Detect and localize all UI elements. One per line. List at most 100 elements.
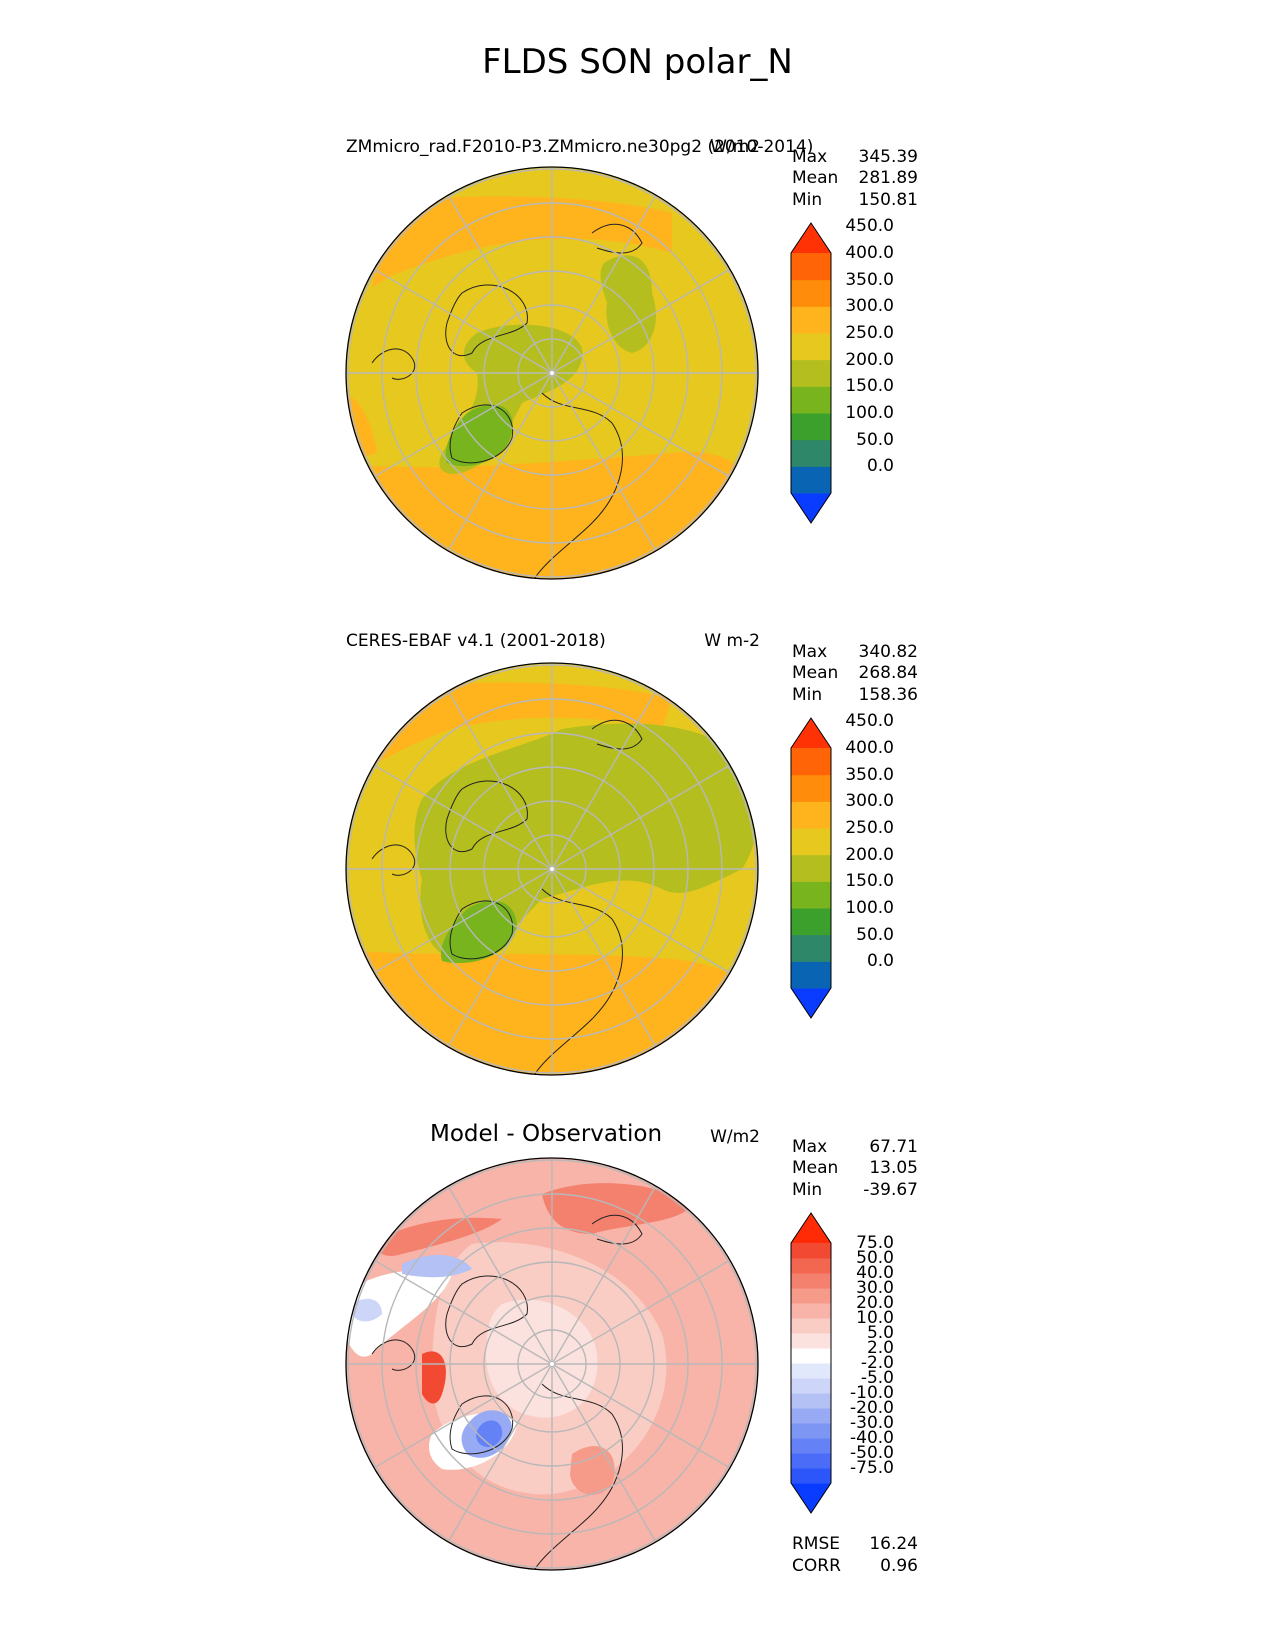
panel-3-corr-value: 0.96 xyxy=(880,1556,918,1576)
map-1-coastline xyxy=(445,284,528,357)
colorbar-outline xyxy=(790,222,832,524)
colorbar-segment xyxy=(791,828,831,856)
map-3-positive-region xyxy=(570,1445,615,1495)
colorbar-tick-label: 300.0 xyxy=(845,296,894,317)
panel-3-rmse-value: 16.24 xyxy=(869,1534,918,1554)
colorbar-tick-label: 10.0 xyxy=(856,1308,894,1328)
colorbar-tick-label: 100.0 xyxy=(845,403,894,423)
colorbar-segment xyxy=(791,333,831,361)
panel-3-corr-label: CORR xyxy=(792,1556,841,1576)
map-1-high-region xyxy=(372,196,672,288)
map-1-boundary xyxy=(345,166,759,580)
colorbar-extend-low xyxy=(791,493,831,523)
colorbar-tick-label: -75.0 xyxy=(850,1458,894,1478)
panel-1-min-label: Min xyxy=(792,190,823,210)
panel-2-min-value: 158.36 xyxy=(858,685,918,705)
colorbar-outline xyxy=(790,1212,832,1514)
map-2-coastline xyxy=(591,719,643,750)
panel-2-units: W m-2 xyxy=(704,631,760,651)
colorbar-segment xyxy=(791,1408,831,1424)
figure-title: FLDS SON polar_N xyxy=(482,42,793,82)
panel-1-units: W/m2 xyxy=(710,137,760,157)
map-3-coastline xyxy=(591,1214,643,1245)
panel-1-colorbar xyxy=(790,222,832,524)
colorbar-segment xyxy=(791,1468,831,1484)
colorbar-segment xyxy=(791,1288,831,1304)
colorbar-extend-low xyxy=(791,1483,831,1513)
panel-2-max-value: 340.82 xyxy=(858,642,918,662)
colorbar-tick-label: 300.0 xyxy=(845,791,894,812)
panel-2-title: CERES-EBAF v4.1 (2001-2018) xyxy=(346,631,606,651)
colorbar-segment xyxy=(791,466,831,494)
panel-2-min-label: Min xyxy=(792,685,823,705)
map-2-coastline xyxy=(531,888,623,1075)
colorbar-extend-high xyxy=(791,223,831,253)
colorbar-tick-label: 30.0 xyxy=(856,1278,894,1298)
colorbar-segment xyxy=(791,359,831,387)
panel-3-min-label: Min xyxy=(792,1180,823,1200)
colorbar-tick-label: 150.0 xyxy=(845,871,894,892)
panel-3-max-value: 67.71 xyxy=(869,1137,918,1157)
panel-2-colorbar xyxy=(790,717,832,1019)
panel-3-mean-value: 13.05 xyxy=(869,1158,918,1178)
panel-3-max-label: Max xyxy=(792,1137,828,1157)
panel-2-mean-value: 268.84 xyxy=(858,663,918,683)
panel-3-title: Model - Observation xyxy=(430,1121,663,1147)
panel-3-colorbar xyxy=(790,1212,832,1514)
panel-1-mean-label: Mean xyxy=(792,168,839,188)
panel-3-rmse-label: RMSE xyxy=(792,1534,841,1554)
colorbar-segment xyxy=(791,934,831,962)
panel-1-map xyxy=(345,166,759,580)
map-2-coastline xyxy=(445,780,528,853)
map-2-boundary xyxy=(345,662,759,1076)
colorbar-segment xyxy=(791,748,831,776)
colorbar-segment xyxy=(791,1438,831,1454)
panel-1-min-value: 150.81 xyxy=(858,190,918,210)
colorbar-tick-label: 50.0 xyxy=(856,924,894,945)
panel-3-mean-label: Mean xyxy=(792,1158,839,1178)
panel-3-units: W/m2 xyxy=(710,1127,760,1147)
map-3-near-zero-region xyxy=(346,1270,452,1357)
colorbar-segment xyxy=(791,1348,831,1364)
map-3-negative-region xyxy=(402,1254,472,1278)
map-1-coastline xyxy=(531,392,623,579)
colorbar-segment xyxy=(791,1393,831,1409)
map-3-negative-region xyxy=(352,1298,382,1322)
map-1-coastline xyxy=(591,223,643,254)
colorbar-segment xyxy=(791,1318,831,1334)
colorbar-segment xyxy=(791,1423,831,1439)
map-3-coastline xyxy=(531,1383,623,1570)
colorbar-tick-label: -50.0 xyxy=(850,1443,894,1463)
map-1-low-region xyxy=(445,404,513,467)
colorbar-tick-label: 50.0 xyxy=(856,429,894,450)
colorbar-tick-label: 350.0 xyxy=(845,764,894,785)
colorbar-tick-label: 75.0 xyxy=(856,1233,894,1253)
map-2-coastline xyxy=(449,900,514,960)
map-3-boundary xyxy=(345,1157,759,1571)
colorbar-extend-high xyxy=(791,718,831,748)
panel-2-mean-label: Mean xyxy=(792,663,839,683)
colorbar-segment xyxy=(791,1273,831,1289)
colorbar-segment xyxy=(791,774,831,802)
colorbar-tick-label: 20.0 xyxy=(856,1293,894,1313)
panel-2-map xyxy=(345,662,759,1076)
colorbar-tick-label: 100.0 xyxy=(845,898,894,918)
colorbar-segment xyxy=(791,279,831,307)
map-3-coastline xyxy=(449,1395,514,1455)
colorbar-extend-low xyxy=(791,988,831,1018)
map-3-strong-positive-region xyxy=(372,1217,502,1256)
colorbar-tick-label: 400.0 xyxy=(845,243,894,263)
colorbar-segment xyxy=(791,253,831,281)
colorbar-tick-label: -2.0 xyxy=(860,1353,894,1373)
colorbar-segment xyxy=(791,801,831,829)
map-2-low-region xyxy=(441,900,517,964)
panel-1-max-value: 345.39 xyxy=(858,147,918,167)
colorbar-segment xyxy=(791,1243,831,1259)
colorbar-tick-label: 0.0 xyxy=(866,951,894,972)
colorbar-segment xyxy=(791,386,831,414)
map-3-coastline xyxy=(445,1275,528,1348)
colorbar-segment xyxy=(791,881,831,909)
panel-3-map xyxy=(345,1157,759,1571)
colorbar-segment xyxy=(791,1333,831,1349)
colorbar-tick-label: 150.0 xyxy=(845,376,894,397)
